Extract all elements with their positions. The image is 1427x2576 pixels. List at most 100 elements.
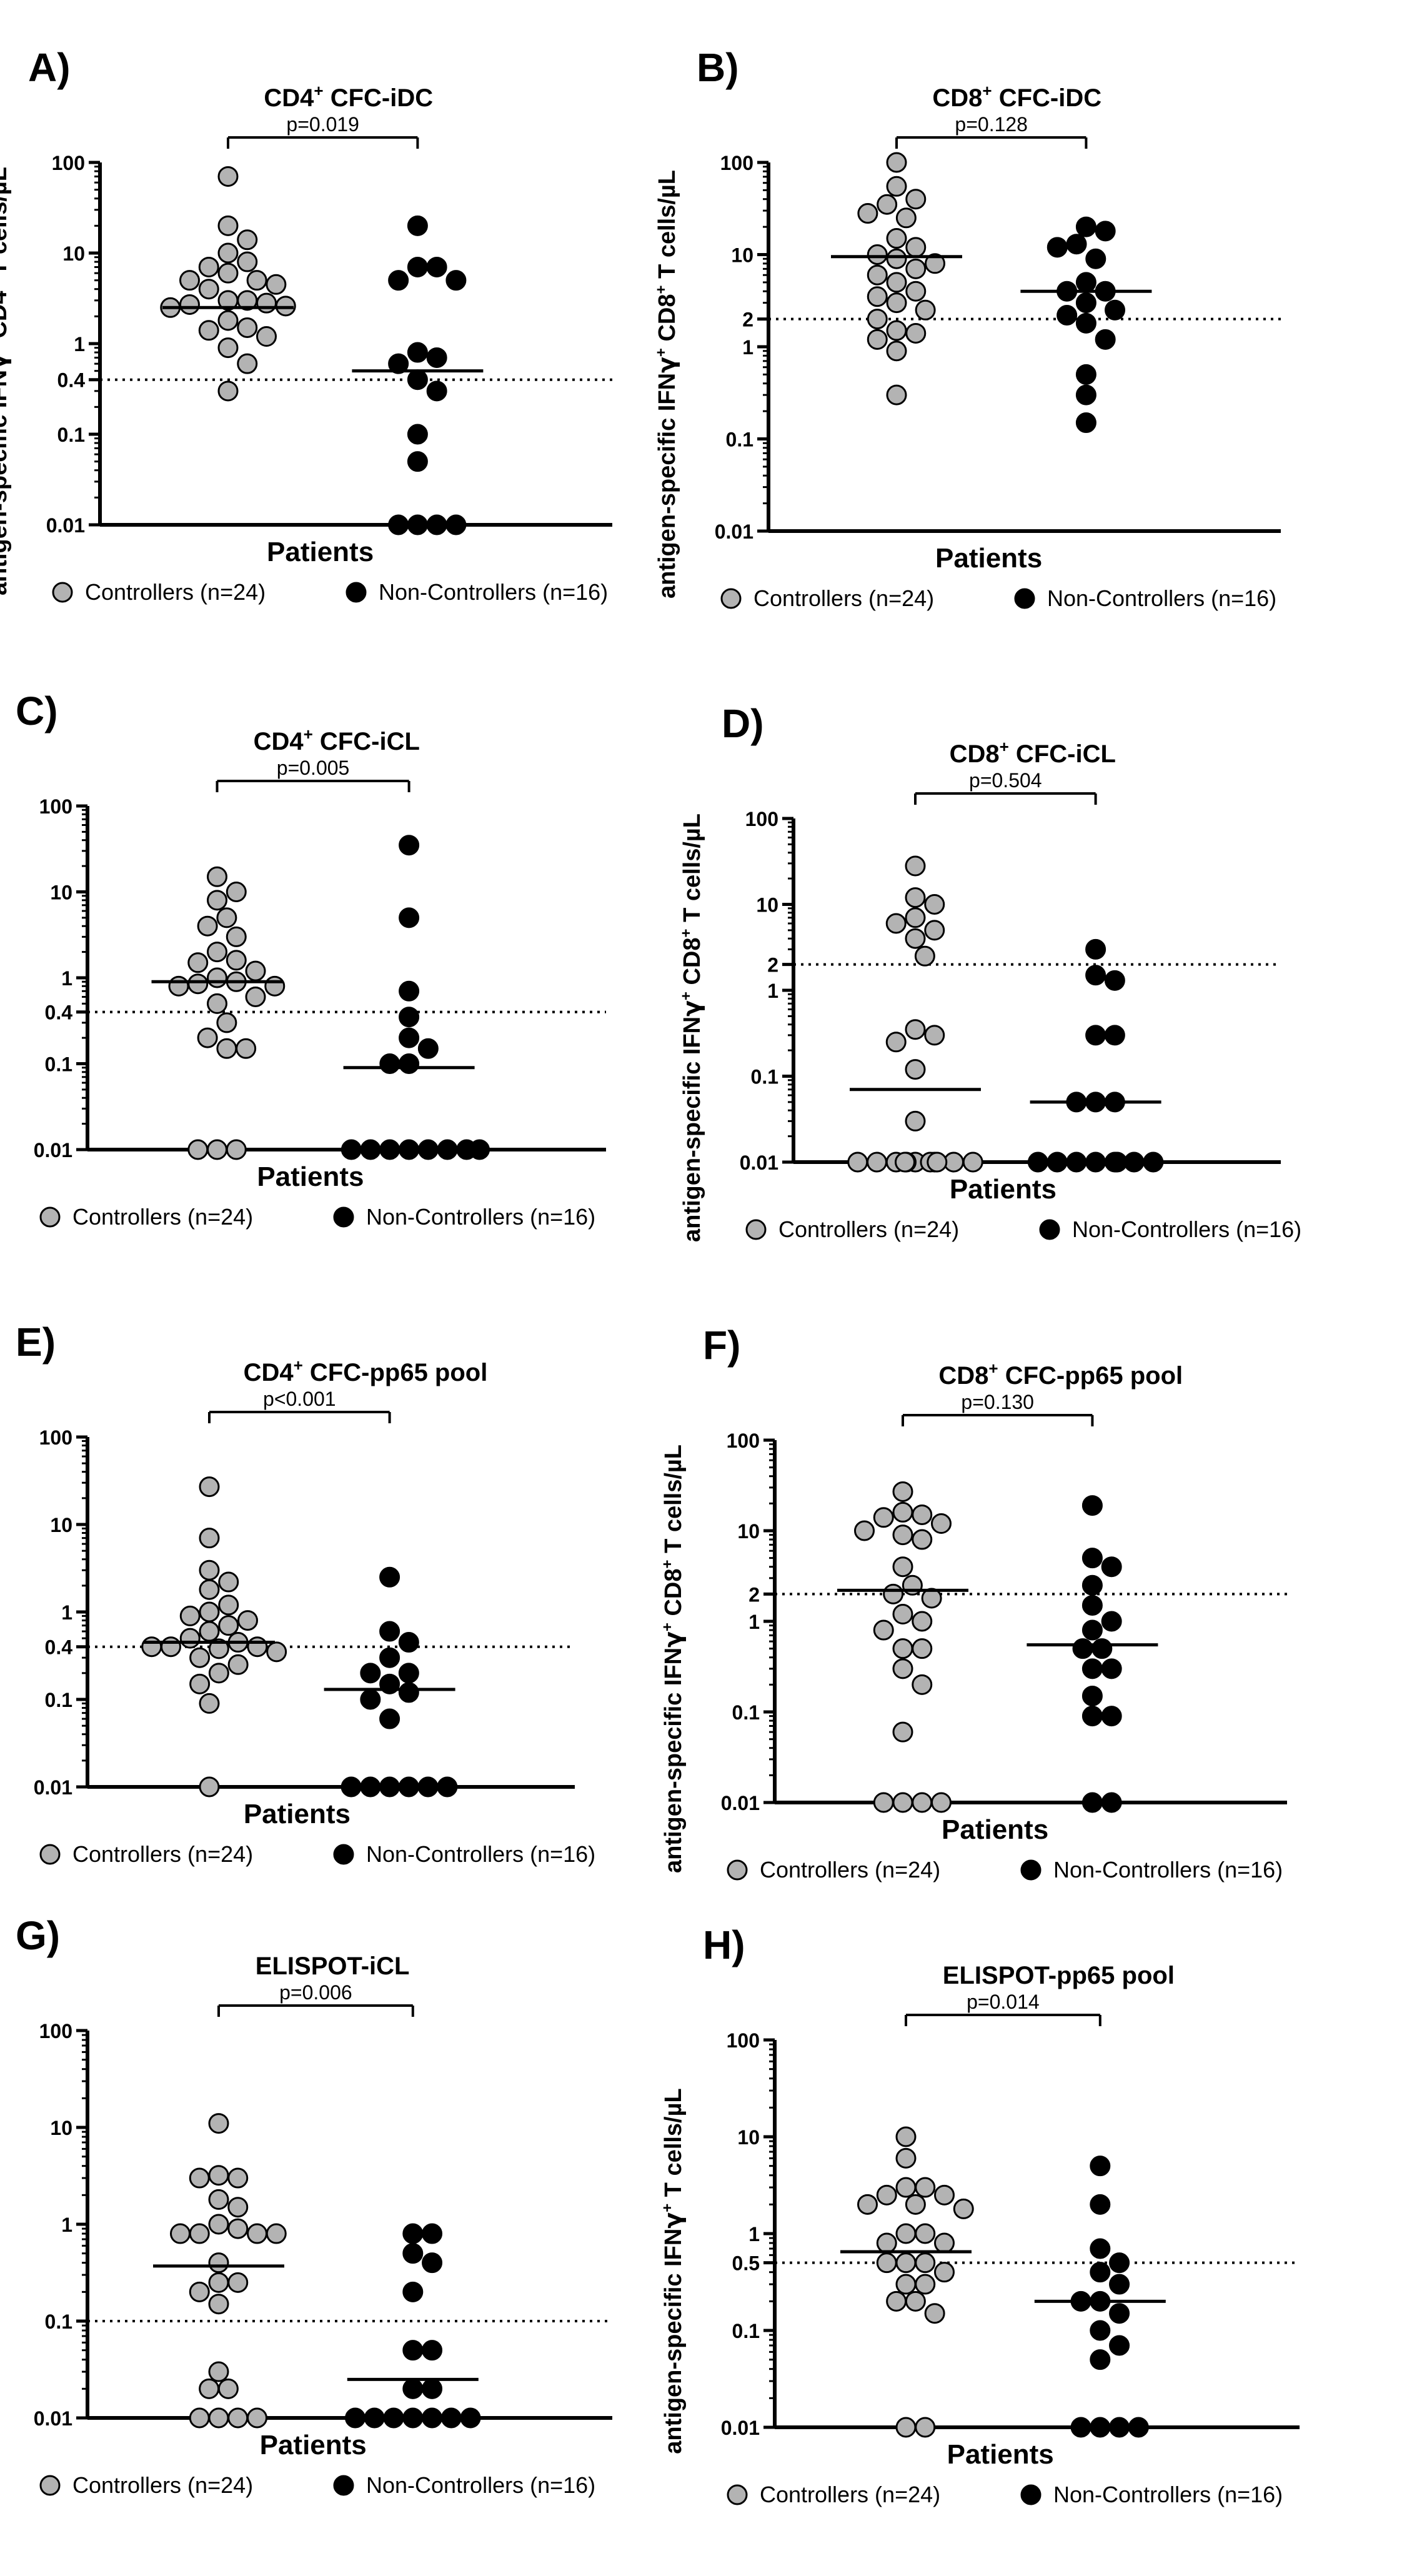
non-controller-point bbox=[1091, 2195, 1110, 2214]
legend-non-controllers-marker bbox=[334, 1208, 353, 1226]
controller-point bbox=[893, 1605, 912, 1624]
non-controller-point bbox=[1083, 1686, 1101, 1705]
controller-point bbox=[169, 977, 188, 995]
controller-point bbox=[916, 2224, 935, 2243]
non-controller-point bbox=[400, 982, 419, 1000]
controller-point bbox=[190, 2409, 209, 2427]
controller-point bbox=[200, 1580, 219, 1599]
y-axis-label-cell: CD8 bbox=[679, 937, 705, 992]
controller-point bbox=[248, 1638, 267, 1656]
y-tick-label: 10 bbox=[737, 2126, 760, 2149]
controller-point bbox=[868, 310, 887, 329]
non-controller-point bbox=[1076, 217, 1095, 236]
controller-point bbox=[219, 264, 237, 282]
y-tick-label: 100 bbox=[39, 2020, 72, 2042]
controller-point bbox=[935, 2186, 954, 2204]
controller-point bbox=[209, 2409, 228, 2427]
controller-point bbox=[895, 1153, 914, 1171]
non-controller-point bbox=[1083, 1596, 1101, 1614]
controller-point bbox=[247, 271, 266, 290]
y-axis-label: antigen-specific IFNγ+ CD8+ T cells/µL bbox=[653, 170, 680, 599]
non-controller-point bbox=[404, 2282, 422, 2301]
controller-point bbox=[878, 195, 897, 214]
controller-point bbox=[925, 1026, 944, 1045]
controller-point bbox=[219, 339, 237, 357]
panel-title-text: ELISPOT-pp65 pool bbox=[943, 1962, 1175, 1989]
non-controller-point bbox=[380, 1055, 399, 1073]
non-controller-point bbox=[365, 2409, 384, 2427]
non-controller-point bbox=[1076, 314, 1095, 332]
legend-controllers-marker bbox=[41, 1845, 59, 1864]
panel-title: CD4+ CFC-iCL bbox=[254, 725, 420, 755]
controller-point bbox=[199, 280, 218, 299]
controller-point bbox=[913, 1530, 932, 1549]
y-axis-label-cell: CD8 bbox=[660, 1568, 687, 1623]
non-controller-point bbox=[399, 1664, 418, 1683]
legend-non-controllers-label: Non-Controllers (n=16) bbox=[1053, 2482, 1283, 2507]
panel-label: B) bbox=[697, 45, 739, 90]
legend-controllers-label: Controllers (n=24) bbox=[760, 2482, 940, 2507]
controller-point bbox=[893, 1526, 912, 1544]
y-tick-label: 0.01 bbox=[34, 1776, 72, 1799]
legend-non-controllers-label: Non-Controllers (n=16) bbox=[1047, 585, 1276, 611]
controller-point bbox=[916, 2254, 935, 2272]
non-controller-point bbox=[1110, 2418, 1129, 2437]
controller-point bbox=[200, 1622, 219, 1641]
panel-title-text: CD8 bbox=[932, 84, 982, 112]
y-axis-label-sup: + bbox=[678, 992, 695, 1000]
y-axis-label: antigen-specific IFNγ+ CD4+ T cells/µL bbox=[0, 167, 12, 595]
non-controller-point bbox=[1083, 1576, 1101, 1594]
y-tick-label: 1 bbox=[748, 2223, 760, 2245]
non-controller-point bbox=[1105, 1026, 1124, 1045]
non-controller-point bbox=[361, 1140, 380, 1159]
non-controller-point bbox=[380, 1140, 399, 1159]
non-controller-point bbox=[380, 1568, 399, 1586]
y-axis-label-text: antigen-specific IFN bbox=[660, 2229, 687, 2454]
y-tick-label: 10 bbox=[50, 1514, 72, 1536]
controller-point bbox=[874, 1508, 893, 1527]
y-tick-label: 0.1 bbox=[45, 2310, 72, 2333]
panel-title: CD8+ CFC-pp65 pool bbox=[938, 1359, 1183, 1390]
controller-point bbox=[246, 962, 265, 980]
non-controller-point bbox=[438, 1140, 457, 1159]
non-controller-point bbox=[1086, 1153, 1105, 1171]
controller-point bbox=[887, 229, 906, 248]
y-tick-label: 0.1 bbox=[726, 429, 753, 451]
y-axis-label-unit: T cells/µL bbox=[0, 167, 12, 282]
non-controller-point bbox=[1110, 2275, 1129, 2294]
controller-point bbox=[229, 2409, 247, 2427]
non-controller-point bbox=[408, 257, 427, 276]
y-tick-label: 0.01 bbox=[721, 2417, 760, 2439]
controller-point bbox=[907, 190, 925, 209]
x-axis-label: Patients bbox=[257, 1161, 364, 1192]
controller-point bbox=[227, 951, 246, 970]
controller-point bbox=[935, 2234, 954, 2252]
panel-a: A)CD4+ CFC-iDCantigen-specific IFNγ+ CD4… bbox=[0, 45, 612, 605]
controller-point bbox=[181, 295, 199, 314]
panel-title-sup: + bbox=[1000, 737, 1009, 756]
controller-point bbox=[925, 921, 944, 940]
legend-non-controllers-label: Non-Controllers (n=16) bbox=[1053, 1857, 1283, 1882]
p-value: p=0.014 bbox=[967, 1991, 1040, 2013]
non-controller-point bbox=[404, 2341, 422, 2360]
controller-point bbox=[928, 1153, 947, 1171]
legend-controllers-marker bbox=[53, 583, 72, 602]
y-tick-label: 0.01 bbox=[721, 1792, 760, 1814]
controller-point bbox=[887, 273, 906, 292]
y-axis-label-unit: T cells/µL bbox=[660, 1445, 687, 1560]
controller-point bbox=[932, 1514, 951, 1533]
y-tick-label: 10 bbox=[731, 244, 753, 267]
non-controller-point bbox=[427, 257, 446, 276]
non-controller-point bbox=[447, 515, 465, 534]
controller-point bbox=[248, 2409, 267, 2427]
non-controller-point bbox=[1096, 330, 1115, 349]
controller-point bbox=[906, 908, 925, 927]
y-axis-label-sup: + bbox=[0, 345, 1, 354]
non-controller-point bbox=[1102, 1793, 1121, 1812]
controller-point bbox=[877, 2234, 896, 2252]
non-controller-point bbox=[1071, 2418, 1090, 2437]
panel-g: G)ELISPOT-iCLantigen-specific IFNγ+ T ce… bbox=[0, 1913, 612, 2498]
controller-point bbox=[238, 318, 257, 337]
y-axis-label-sup: + bbox=[659, 1623, 676, 1631]
y-tick-label: 100 bbox=[39, 1426, 72, 1449]
